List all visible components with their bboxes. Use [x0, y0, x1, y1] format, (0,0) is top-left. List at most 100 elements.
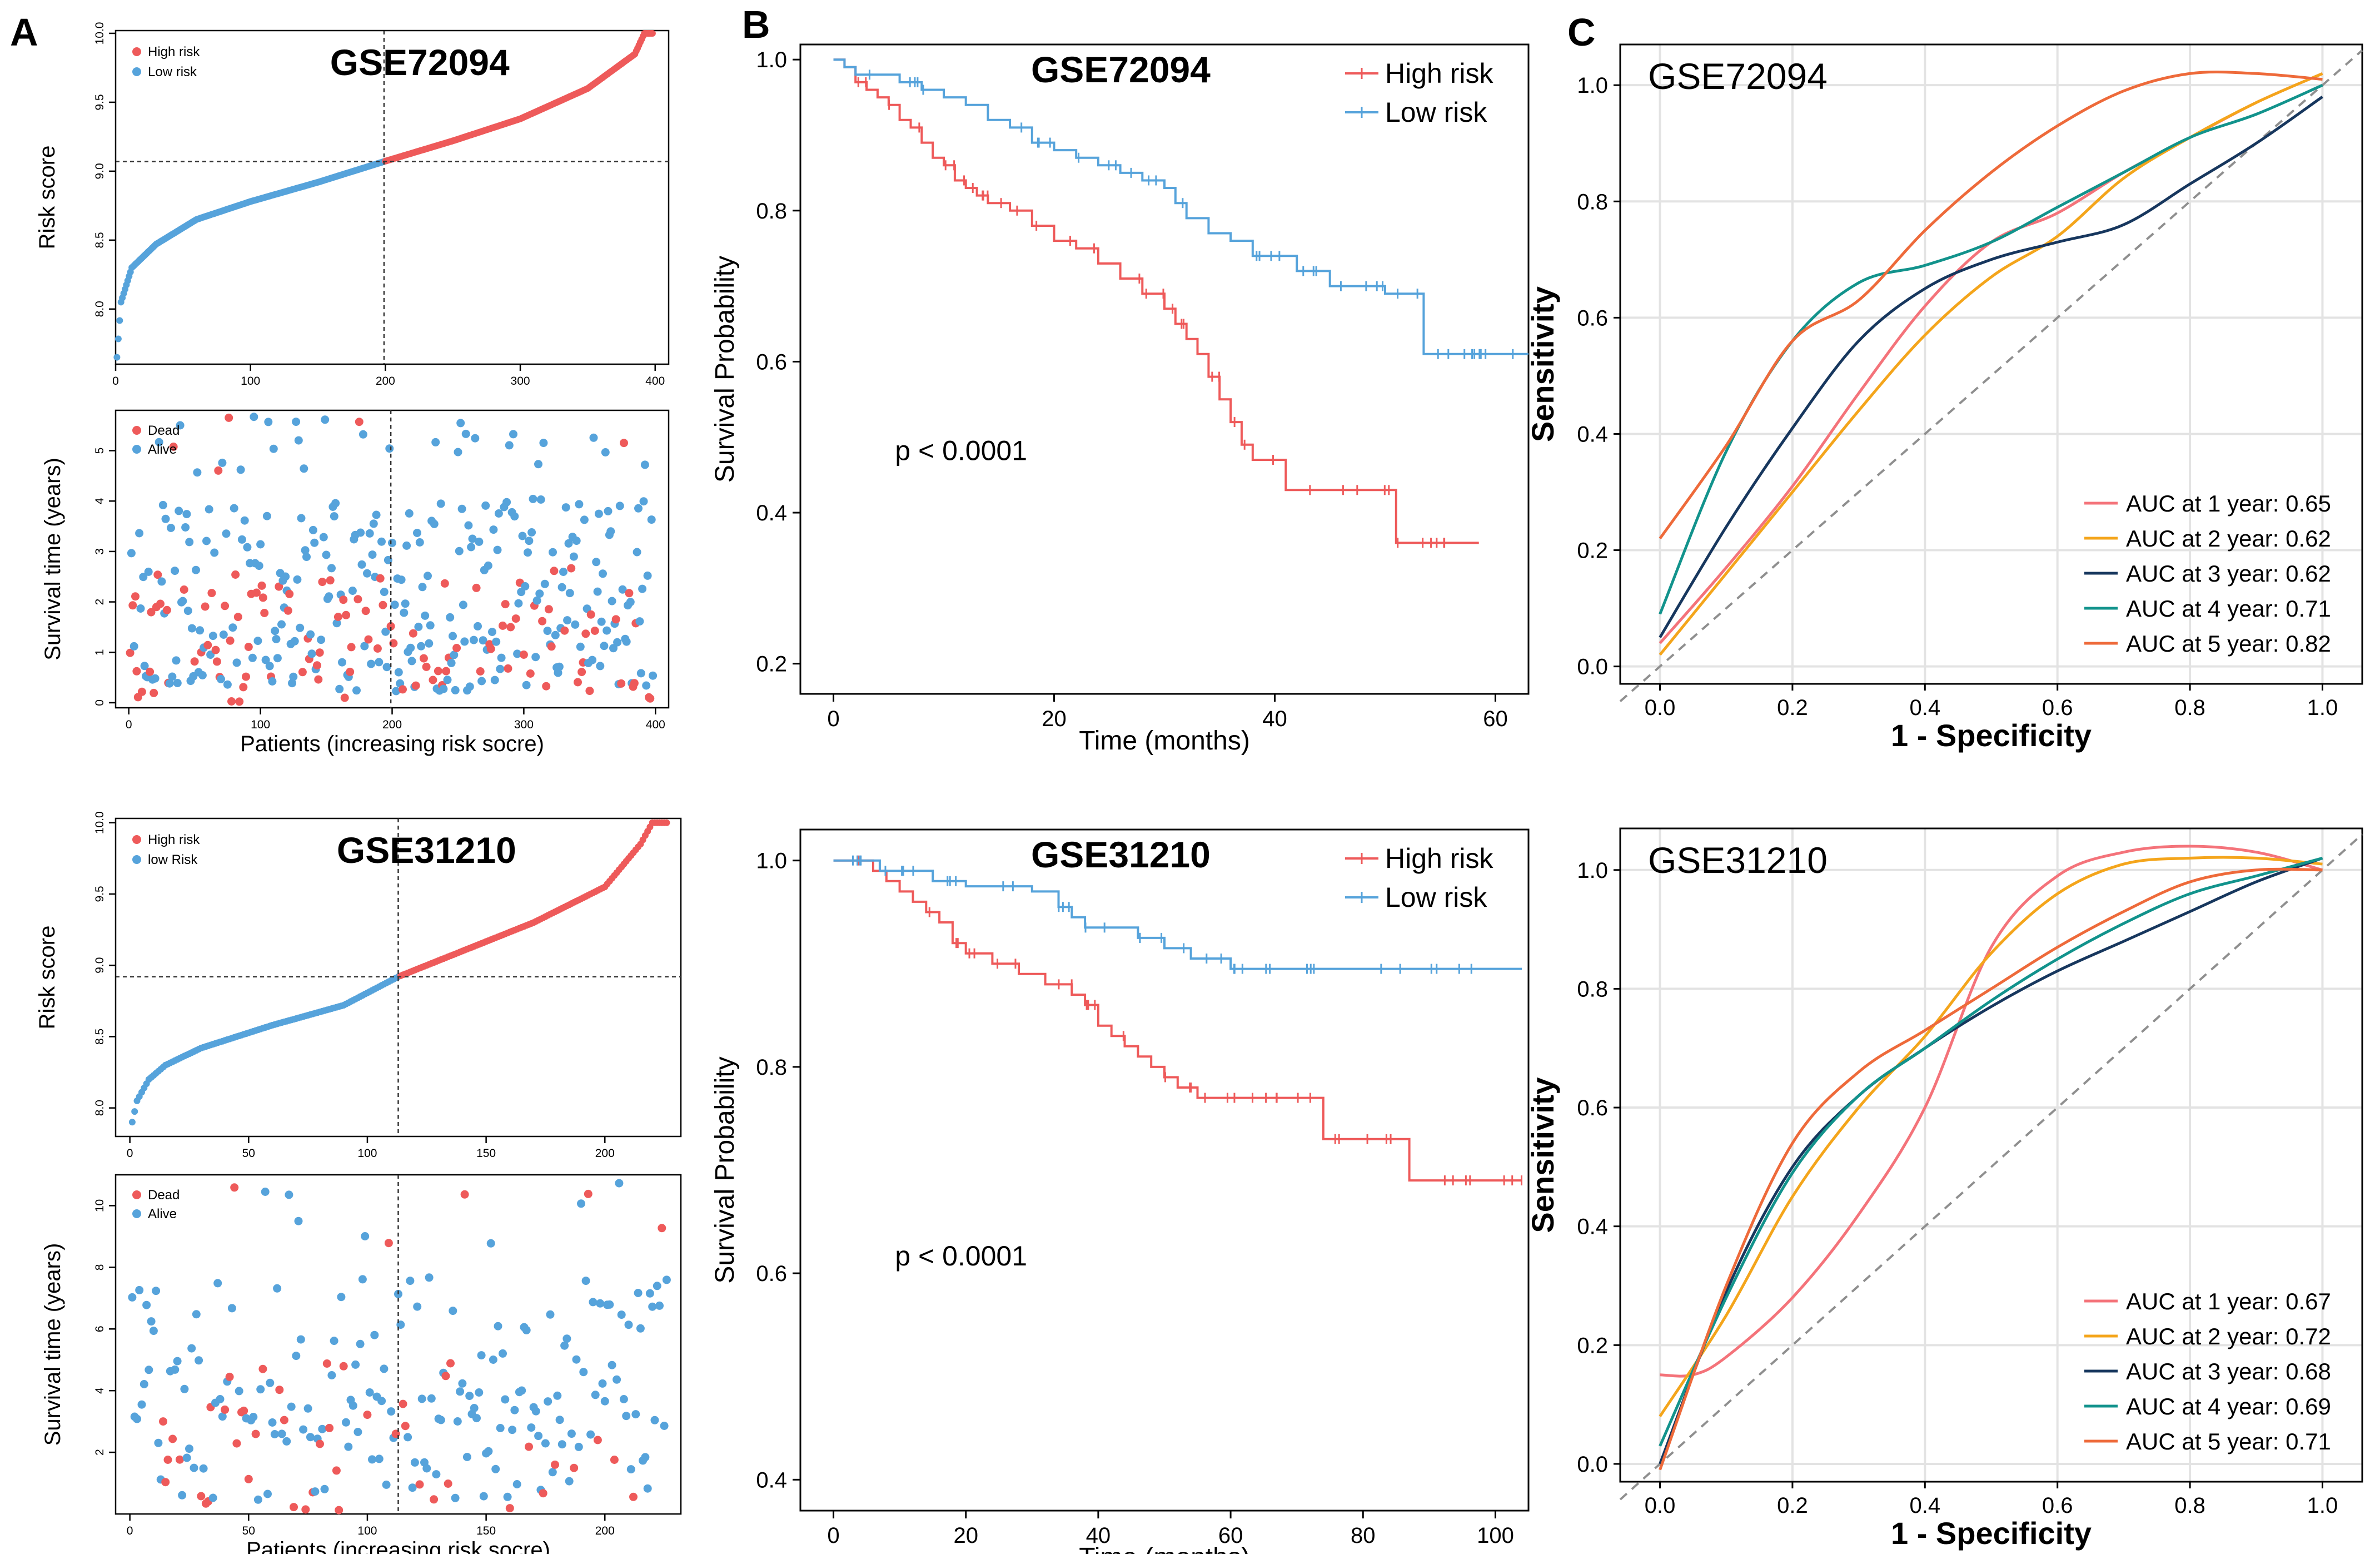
- survival-point: [361, 1232, 370, 1240]
- survival-point: [325, 592, 333, 601]
- x-tick-label: 60: [1483, 707, 1508, 731]
- survival-point: [406, 643, 415, 652]
- survival-point: [538, 617, 547, 625]
- x-tick-label: 0.2: [1777, 696, 1808, 720]
- survival-point: [342, 1418, 350, 1427]
- survival-point: [197, 1492, 206, 1501]
- survival-point: [367, 659, 376, 668]
- survival-point: [178, 1491, 187, 1500]
- survival-point: [365, 1388, 374, 1397]
- survival-point: [559, 568, 567, 576]
- y-axis-label: Sensitivity: [1525, 286, 1560, 442]
- legend-label: High risk: [1385, 58, 1493, 89]
- survival-point: [430, 1495, 439, 1504]
- survival-point: [221, 1405, 230, 1414]
- survival-point: [363, 1411, 372, 1419]
- survival-point: [544, 605, 553, 614]
- survival-point: [584, 1189, 592, 1198]
- survival-point: [427, 1394, 436, 1403]
- x-tick-label: 0.6: [2042, 1493, 2073, 1518]
- survival-point: [302, 553, 311, 562]
- y-tick-label: 0.6: [1577, 306, 1608, 330]
- x-tick-label: 100: [1477, 1523, 1514, 1548]
- x-axis-label: Patients (increasing risk socre): [240, 732, 544, 756]
- survival-point: [577, 668, 586, 677]
- survival-point: [140, 662, 149, 671]
- survival-point: [436, 1416, 445, 1424]
- survival-point: [543, 627, 552, 635]
- survival-point: [518, 532, 527, 540]
- y-tick-label: 0.2: [1577, 1333, 1608, 1358]
- p-value-annotation: p < 0.0001: [895, 1240, 1027, 1272]
- survival-point: [640, 460, 649, 469]
- survival-point: [180, 1384, 189, 1393]
- survival-point: [615, 1179, 624, 1188]
- survival-point: [223, 680, 232, 689]
- diagonal-reference: [1619, 833, 2363, 1501]
- survival-point: [394, 668, 403, 677]
- survival-point: [468, 534, 477, 543]
- x-tick-label: 0: [827, 707, 839, 731]
- survival-point: [235, 697, 244, 706]
- survival-point: [646, 694, 655, 703]
- survival-point: [456, 419, 465, 428]
- chart-A4: 0 50 100 150 200 2 4 6 8 10 Patients (increasing r…: [41, 1174, 682, 1554]
- survival-point: [322, 550, 331, 559]
- survival-point: [460, 637, 469, 646]
- survival-point: [631, 1410, 640, 1419]
- survival-point: [196, 626, 205, 635]
- survival-point: [569, 552, 578, 561]
- survival-point: [531, 653, 540, 662]
- legend-label: Low risk: [1385, 97, 1487, 128]
- survival-point: [379, 600, 387, 609]
- chart-title: GSE31210: [337, 830, 516, 871]
- survival-point: [571, 620, 580, 629]
- survival-point: [361, 607, 370, 615]
- survival-point: [484, 1447, 493, 1456]
- survival-point: [347, 643, 356, 652]
- survival-point: [335, 684, 344, 693]
- survival-point: [270, 1430, 279, 1438]
- survival-point: [187, 624, 196, 633]
- roc-curve-5: [1659, 867, 2323, 1471]
- survival-point: [315, 648, 324, 657]
- survival-point: [180, 585, 188, 594]
- survival-point: [450, 651, 459, 659]
- survival-point: [269, 444, 278, 453]
- x-tick-label: 200: [595, 1525, 615, 1537]
- survival-point: [342, 610, 351, 619]
- survival-point: [330, 1337, 338, 1346]
- survival-point: [144, 567, 153, 576]
- survival-point: [244, 1474, 253, 1483]
- survival-point: [353, 595, 362, 604]
- x-tick-label: 0.0: [1645, 1493, 1676, 1518]
- survival-point: [313, 661, 321, 670]
- survival-point: [185, 538, 194, 547]
- survival-point: [203, 641, 212, 649]
- km-line-high: [833, 859, 1522, 1182]
- survival-point: [256, 540, 265, 549]
- survival-point: [519, 651, 528, 659]
- legend-marker: [132, 1190, 141, 1199]
- roc-curve-3: [1659, 96, 2323, 638]
- risk-point: [114, 335, 122, 342]
- survival-point: [541, 1439, 550, 1448]
- survival-point: [525, 1442, 533, 1451]
- legend-label: Alive: [148, 1207, 177, 1222]
- survival-point: [327, 564, 336, 573]
- survival-point: [658, 1224, 666, 1233]
- survival-point: [272, 635, 281, 643]
- survival-point: [592, 558, 601, 567]
- survival-point: [475, 1388, 484, 1397]
- survival-point: [639, 497, 648, 506]
- chart-A1: 0 100 200 300 400 8.0 8.5 9.0 9.5 10.0 Risk score G…: [35, 22, 670, 388]
- survival-point: [527, 1423, 536, 1432]
- x-tick-label: 0: [127, 1525, 133, 1537]
- survival-point: [335, 1506, 343, 1515]
- survival-point: [285, 1190, 293, 1199]
- survival-point: [135, 1285, 144, 1294]
- legend-label: AUC at 5 year: 0.71: [2126, 1428, 2331, 1454]
- survival-point: [310, 538, 319, 547]
- survival-point: [421, 611, 430, 620]
- survival-point: [557, 583, 566, 592]
